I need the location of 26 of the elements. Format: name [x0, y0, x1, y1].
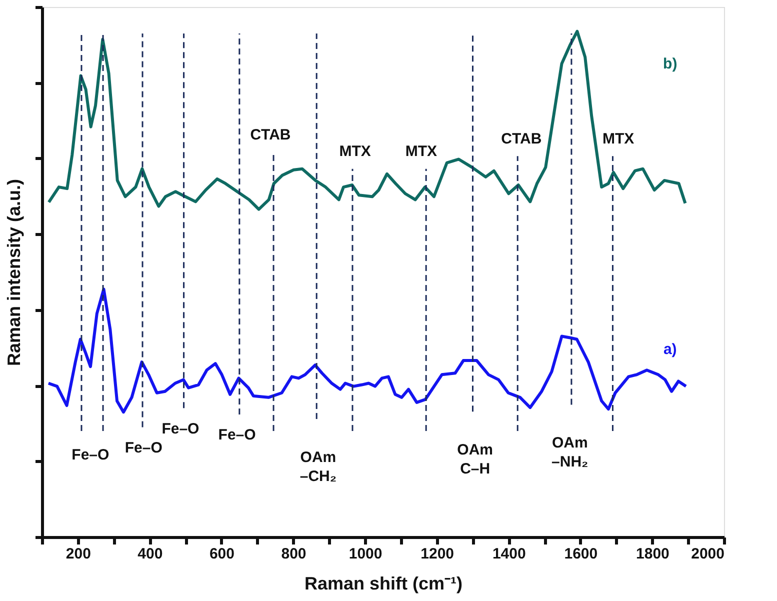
y-axis-title: Raman intensity (a.u.): [4, 178, 24, 366]
x-tick-label: 200: [66, 546, 91, 562]
x-tick-label: 1000: [348, 546, 382, 562]
annotation: Fe–O: [218, 426, 256, 444]
x-tick-label: 1200: [420, 546, 454, 562]
x-tick-label: 1400: [492, 546, 526, 562]
x-tick-label: 1600: [564, 546, 598, 562]
annotation: Fe–O: [72, 446, 110, 464]
x-tick-label: 600: [209, 546, 234, 562]
x-tick-label: 800: [281, 546, 306, 562]
annotation: OAm –CH₂: [300, 448, 337, 485]
text: b): [663, 56, 678, 73]
annotation: OAm –NH₂: [552, 434, 588, 471]
annotation: Fe–O: [162, 420, 200, 438]
annotation: MTX: [602, 130, 634, 148]
x-tick-label: 400: [138, 546, 163, 562]
annotation: CTAB: [501, 130, 542, 148]
x-tick-label: 1800: [636, 546, 670, 562]
x-tick-label: 2000: [691, 546, 724, 562]
series-label: a): [663, 340, 677, 358]
annotation: Fe–O: [124, 439, 163, 456]
x-axis-title: Raman shift (cm⁻¹): [304, 574, 463, 594]
annotation: MTX: [339, 143, 371, 160]
annotation: MTX: [405, 143, 438, 160]
annotation: OAm C–H: [457, 442, 493, 478]
annotation: CTAB: [250, 126, 291, 144]
